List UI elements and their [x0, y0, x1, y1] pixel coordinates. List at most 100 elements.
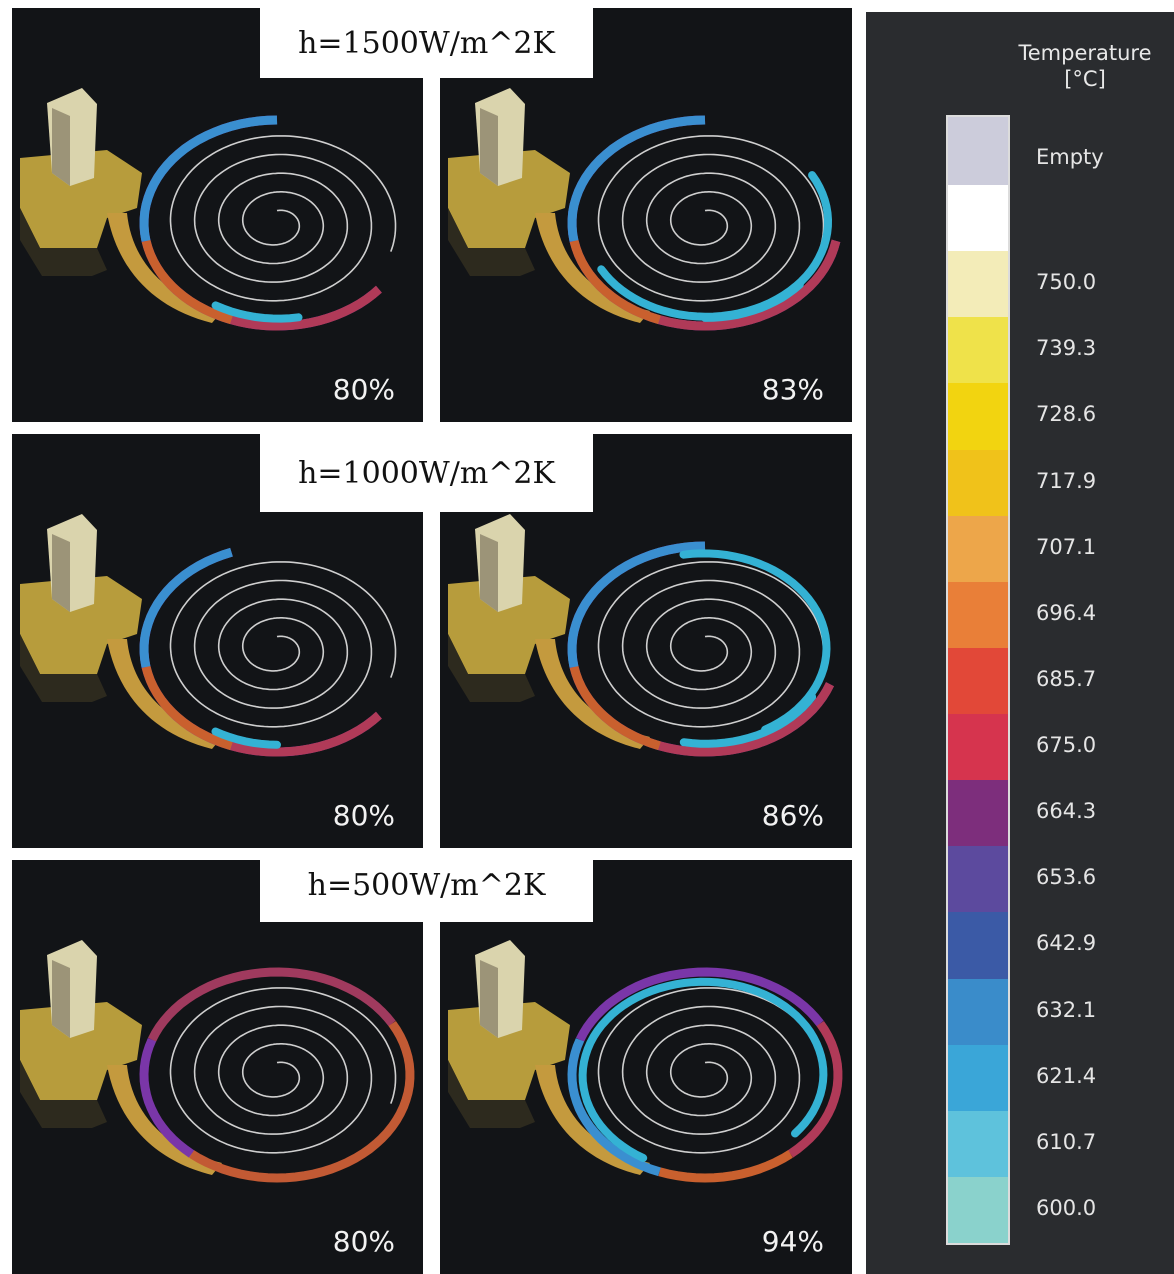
- legend-swatch: [948, 515, 1008, 583]
- legend-swatch: [948, 978, 1008, 1046]
- simulation-view: [448, 514, 835, 757]
- legend-empty-label: Empty: [1036, 145, 1104, 169]
- legend-swatch: [948, 647, 1008, 715]
- panel-row3-left: 80%: [12, 860, 423, 1274]
- sprue-side: [52, 108, 70, 186]
- legend-tick-label: 728.6: [1036, 402, 1097, 427]
- legend-swatch-empty: [948, 117, 1008, 185]
- legend-swatch: [948, 185, 1008, 252]
- melt-front: [211, 727, 281, 749]
- gate-shadow: [448, 1060, 535, 1128]
- legend-swatch: [948, 1044, 1008, 1112]
- legend-tick-label: 685.7: [1036, 666, 1097, 691]
- legend-swatch: [948, 1176, 1008, 1243]
- sprue-side: [52, 534, 70, 612]
- spiral-channel: [169, 561, 397, 728]
- legend-swatch: [948, 581, 1008, 649]
- ring-segment: [230, 711, 382, 757]
- legend-swatch: [948, 251, 1008, 318]
- ring-segment: [141, 239, 233, 325]
- melt-front: [211, 301, 303, 323]
- temperature-legend: Temperature [°C] Empty 750.0 739.3 728.6 717…: [866, 12, 1174, 1274]
- fill-percent: 94%: [761, 1225, 824, 1258]
- gate-block: [20, 150, 142, 248]
- ring-segment: [147, 967, 396, 1042]
- spiral-channel: [169, 987, 397, 1154]
- simulation-view: [20, 88, 397, 331]
- spiral-channel: [597, 135, 825, 302]
- simulation-view: [20, 940, 415, 1183]
- row3-label: h=500W/m^2K: [260, 848, 593, 922]
- legend-swatch: [948, 714, 1008, 781]
- color-bar: [946, 115, 1010, 1245]
- ring-segment: [658, 239, 841, 331]
- sprue-side: [480, 108, 498, 186]
- ring-segment: [658, 682, 835, 757]
- row2-label: h=1000W/m^2K: [260, 434, 593, 512]
- legend-tick-label: 717.9: [1036, 468, 1097, 493]
- legend-tick-label: 600.0: [1036, 1195, 1097, 1220]
- legend-unit: [°C]: [1064, 67, 1106, 91]
- spiral-channel: [597, 987, 825, 1154]
- row1-label: h=1500W/m^2K: [260, 8, 593, 78]
- spiral-channel: [597, 561, 825, 728]
- gate-shadow: [20, 208, 107, 276]
- legend-tick-label: 621.4: [1036, 1063, 1097, 1088]
- legend-tick-label: 653.6: [1036, 865, 1097, 890]
- gate-block: [448, 576, 570, 674]
- ring-segment: [141, 665, 233, 751]
- panel-row3-right: 94%: [440, 860, 852, 1274]
- sprue-side: [480, 960, 498, 1038]
- legend-tick-label: 750.0: [1036, 270, 1097, 295]
- legend-swatch: [948, 317, 1008, 384]
- legend-tick-label: 675.0: [1036, 733, 1097, 758]
- legend-swatch: [948, 780, 1008, 847]
- melt-front: [679, 692, 817, 748]
- legend-swatch: [948, 912, 1008, 980]
- legend-swatch: [948, 383, 1008, 451]
- legend-swatch: [948, 1110, 1008, 1178]
- gate-shadow: [20, 1060, 107, 1128]
- ring-segment: [139, 115, 278, 242]
- ring-segment: [139, 547, 233, 668]
- sprue-side: [52, 960, 70, 1038]
- legend-tick-label: 696.4: [1036, 600, 1097, 625]
- legend-tick-label: 739.3: [1036, 336, 1097, 361]
- gate-shadow: [448, 208, 535, 276]
- ring-segment: [230, 285, 382, 331]
- ring-segment: [787, 1020, 843, 1158]
- legend-swatch: [948, 449, 1008, 517]
- panel-row2-left: 80%: [12, 434, 423, 848]
- legend-tick-label: 610.7: [1036, 1129, 1097, 1154]
- fill-percent: 86%: [761, 799, 824, 832]
- fill-percent: 80%: [332, 799, 395, 832]
- melt-front: [578, 977, 828, 1162]
- legend-tick-label: 707.1: [1036, 534, 1097, 559]
- sprue-side: [480, 534, 498, 612]
- legend-tick-label: 664.3: [1036, 799, 1097, 824]
- gate-block: [20, 576, 142, 674]
- ring-segment: [569, 665, 661, 751]
- simulation-view: [20, 514, 397, 757]
- legend-title: Temperature [°C]: [866, 40, 1174, 92]
- ring-segment: [189, 1020, 415, 1183]
- ring-segment: [567, 541, 706, 668]
- ring-segment: [139, 1038, 195, 1158]
- simulation-view: [448, 940, 843, 1183]
- gate-block: [448, 150, 570, 248]
- spiral-channel: [169, 135, 397, 302]
- ring-segment: [567, 115, 706, 242]
- legend-swatch: [948, 846, 1008, 913]
- fill-percent: 83%: [761, 373, 824, 406]
- legend-title-text: Temperature: [1018, 41, 1152, 65]
- legend-tick-label: 632.1: [1036, 997, 1097, 1022]
- fill-percent: 80%: [332, 373, 395, 406]
- ring-segment: [658, 1150, 793, 1183]
- legend-tick-label: 642.9: [1036, 931, 1097, 956]
- ring-segment: [575, 967, 824, 1042]
- ring-segment: [569, 239, 661, 325]
- ring-segment: [567, 1038, 661, 1177]
- gate-block: [448, 1002, 570, 1100]
- melt-front: [701, 280, 804, 322]
- gate-shadow: [20, 634, 107, 702]
